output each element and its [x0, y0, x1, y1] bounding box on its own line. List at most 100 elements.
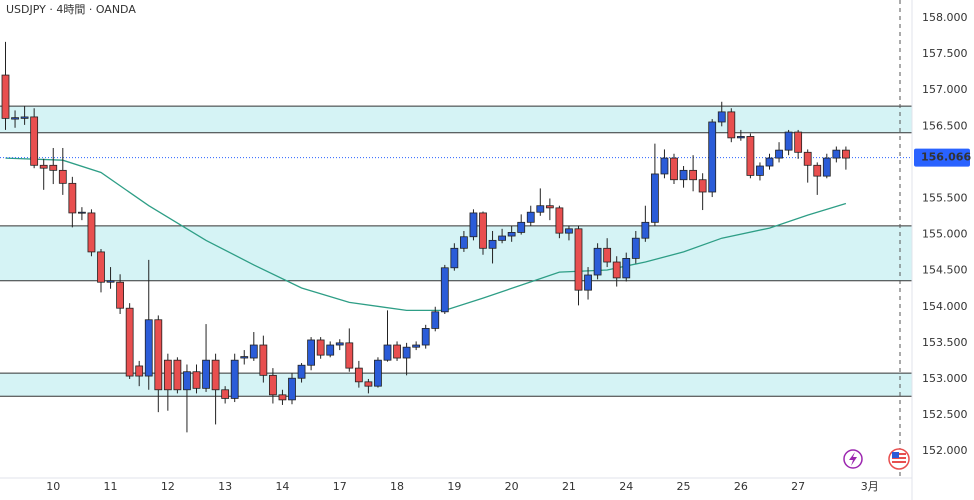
x-tick-label: 13	[218, 480, 232, 493]
candle-body	[727, 111, 736, 139]
candle-body	[202, 359, 210, 389]
candle-body	[545, 205, 554, 209]
chart-title: USDJPY · 4時間 · OANDA	[6, 3, 136, 16]
y-tick-label: 154.500	[922, 264, 968, 277]
candle-body	[221, 389, 230, 399]
candle-body	[736, 136, 745, 139]
candle-body	[670, 157, 678, 181]
candle-body	[173, 359, 182, 391]
x-tick-label: 17	[333, 480, 347, 493]
candle-body	[78, 211, 86, 214]
x-tick-label: 26	[734, 480, 748, 493]
candle-body	[622, 258, 631, 279]
candle-body	[746, 136, 755, 176]
candle-body	[765, 157, 774, 167]
candle-body	[593, 247, 602, 276]
candle-body	[708, 121, 717, 193]
candle-body	[288, 377, 296, 401]
candle-body	[488, 239, 497, 249]
y-tick-label: 155.500	[922, 191, 968, 204]
y-tick-label: 156.500	[922, 119, 968, 132]
x-tick-label: 21	[562, 480, 576, 493]
candle-body	[832, 149, 841, 159]
x-tick-label: 25	[677, 480, 691, 493]
x-tick-label: 14	[275, 480, 289, 493]
candle-body	[1, 74, 10, 119]
y-tick-label: 158.000	[922, 11, 968, 24]
candle-body	[297, 364, 306, 379]
event-icon[interactable]	[843, 449, 863, 469]
candle-body	[374, 359, 382, 387]
x-tick-label: 20	[505, 480, 519, 493]
candle-body	[517, 221, 526, 233]
candle-body	[87, 212, 96, 253]
y-tick-label: 157.000	[922, 83, 968, 96]
candle-body	[479, 212, 487, 249]
candle-body	[278, 394, 287, 401]
candle-body	[431, 311, 440, 329]
candle-body	[39, 164, 48, 169]
y-tick-label: 154.000	[922, 300, 968, 313]
candle-body	[354, 367, 363, 383]
candle-body	[402, 346, 411, 359]
y-tick-label: 157.500	[922, 47, 968, 60]
candle-body	[268, 374, 277, 396]
candle-body	[125, 307, 134, 377]
candle-body	[794, 131, 803, 153]
x-tick-label: 19	[447, 480, 461, 493]
x-tick-label: 12	[161, 480, 175, 493]
candle-body	[507, 232, 516, 237]
x-tick-label: 3月	[861, 480, 879, 493]
candle-body	[192, 371, 201, 389]
y-tick-label: 153.500	[922, 336, 968, 349]
candle-body	[393, 344, 401, 359]
candle-body	[58, 169, 67, 184]
price-zone	[0, 106, 912, 133]
candle-body	[459, 236, 468, 249]
candle-body	[49, 164, 58, 171]
candle-body	[116, 281, 124, 309]
candle-body	[803, 151, 812, 166]
candle-body	[660, 157, 669, 175]
candle-body	[526, 211, 535, 223]
candle-body	[97, 251, 105, 283]
candle-body	[421, 328, 430, 346]
candle-body	[784, 131, 793, 151]
candle-body	[698, 179, 707, 193]
candle-body	[842, 149, 850, 159]
candle-body	[106, 280, 115, 283]
candle-body	[383, 344, 392, 361]
candle-body	[211, 359, 220, 391]
candle-body	[20, 116, 29, 119]
candle-body	[240, 356, 249, 359]
x-tick-label: 27	[791, 480, 805, 493]
candle-body	[574, 228, 583, 291]
candle-body	[412, 344, 421, 348]
candle-body	[326, 344, 335, 356]
country-flag-icon[interactable]	[888, 448, 910, 470]
candle-body	[316, 339, 325, 356]
candle-body	[813, 164, 822, 177]
candle-body	[135, 365, 144, 377]
x-tick-label: 18	[390, 480, 404, 493]
candle-body	[498, 235, 507, 241]
candle-body	[689, 169, 697, 181]
candle-body	[584, 274, 592, 291]
price-zone	[0, 373, 912, 397]
candle-body	[450, 247, 459, 269]
candle-body	[775, 149, 783, 159]
candle-body	[345, 342, 354, 369]
candle-body	[536, 205, 545, 213]
y-tick-label: 153.000	[922, 372, 968, 385]
candle-body	[183, 371, 191, 391]
last-price-box	[914, 148, 970, 167]
candle-body	[440, 267, 449, 313]
candle-body	[565, 228, 573, 234]
x-tick-label: 10	[46, 480, 60, 493]
candle-body	[364, 381, 373, 387]
candle-body	[335, 342, 344, 346]
candle-body	[68, 182, 77, 214]
candle-body	[631, 237, 640, 259]
candle-body	[756, 165, 764, 176]
